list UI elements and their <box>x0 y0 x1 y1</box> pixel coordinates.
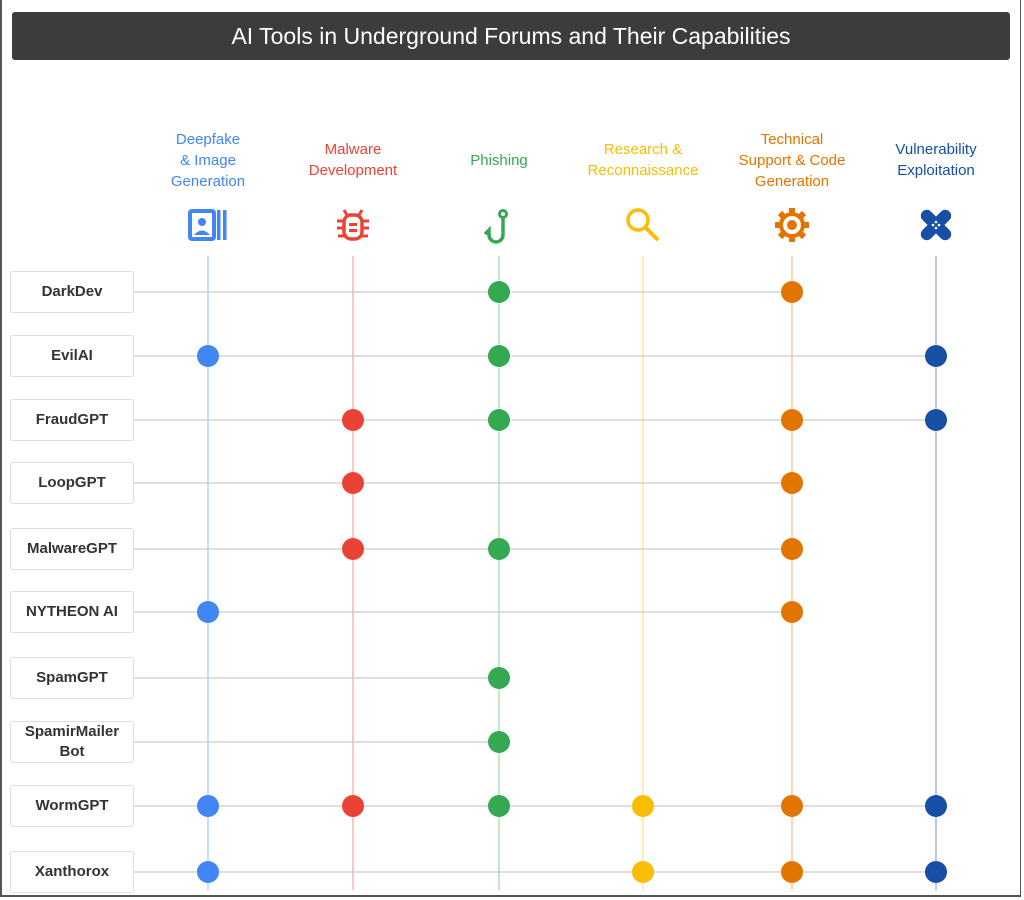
capability-dot <box>488 409 510 431</box>
capability-dot <box>342 409 364 431</box>
column-label: Deepfake & Image Generation <box>170 130 246 190</box>
capability-dot <box>488 795 510 817</box>
capability-dot <box>925 861 947 883</box>
portrait-icon <box>188 205 228 245</box>
capability-dot <box>781 795 803 817</box>
capability-dot <box>781 281 803 303</box>
tool-label: DarkDev <box>10 271 134 313</box>
capability-dot <box>925 409 947 431</box>
tool-label: NYTHEON AI <box>10 591 134 633</box>
page-title: AI Tools in Underground Forums and Their… <box>12 12 1010 60</box>
tool-label: FraudGPT <box>10 399 134 441</box>
tool-label: SpamGPT <box>10 657 134 699</box>
capability-dot <box>925 795 947 817</box>
capability-dot <box>781 601 803 623</box>
gear-icon <box>772 205 812 245</box>
tool-label: Xanthorox <box>10 851 134 893</box>
bug-icon <box>333 205 373 245</box>
column-label: Phishing <box>470 151 528 169</box>
tool-label: SpamirMailer Bot <box>10 721 134 763</box>
capability-dot <box>488 345 510 367</box>
tool-label: MalwareGPT <box>10 528 134 570</box>
column-label: Research & Reconnaissance <box>587 141 699 179</box>
capability-dot <box>781 538 803 560</box>
capability-dot <box>488 281 510 303</box>
tool-label: EvilAI <box>10 335 134 377</box>
tool-label: WormGPT <box>10 785 134 827</box>
capability-dot <box>197 861 219 883</box>
capability-dot <box>197 345 219 367</box>
capability-dot <box>197 601 219 623</box>
capability-dot <box>197 795 219 817</box>
capability-dot <box>342 795 364 817</box>
bandage-icon <box>916 205 956 245</box>
capability-dot <box>781 472 803 494</box>
capability-dot <box>632 861 654 883</box>
tool-label: LoopGPT <box>10 462 134 504</box>
column-label: Vulnerability Exploitation <box>895 141 977 179</box>
capability-dot <box>342 538 364 560</box>
capability-dot <box>925 345 947 367</box>
capability-dot <box>342 472 364 494</box>
capability-dot <box>488 538 510 560</box>
capability-dot <box>488 667 510 689</box>
fishhook-icon <box>479 205 519 245</box>
capability-dot <box>488 731 510 753</box>
capability-dot <box>632 795 654 817</box>
column-label: Malware Development <box>308 141 398 179</box>
capability-dot <box>781 861 803 883</box>
search-icon <box>623 205 663 245</box>
column-label: Technical Support & Code Generation <box>738 130 846 190</box>
capability-dot <box>781 409 803 431</box>
